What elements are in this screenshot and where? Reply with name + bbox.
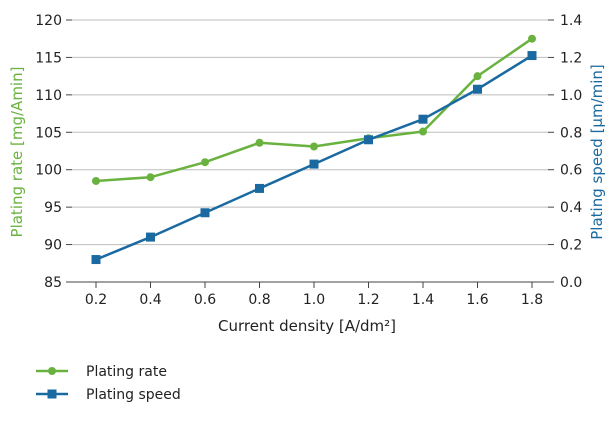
y-left-tick-label: 110 (35, 88, 62, 104)
x-tick-label: 1.2 (357, 292, 379, 308)
y-left-tick-label: 85 (44, 275, 62, 291)
plating-rate-point (310, 142, 318, 151)
plating-speed-point (364, 135, 373, 145)
legend-swatch-marker (47, 389, 57, 399)
y-left-tick-label: 100 (35, 163, 62, 179)
y-left-tick-label: 95 (44, 200, 62, 216)
x-tick-label: 0.4 (139, 292, 161, 308)
plating-speed-point (91, 255, 101, 265)
y-right-tick-label: 0.0 (560, 275, 582, 291)
grid-lines (72, 19, 548, 246)
y-left-tick-label: 105 (35, 125, 62, 141)
legend: Plating rate Plating speed (36, 364, 181, 403)
plating-speed-point (146, 232, 155, 242)
plating-rate-point (473, 72, 482, 81)
y-right-tick-label: 0.8 (560, 125, 582, 141)
plating-rate-point (146, 173, 155, 182)
plating-speed-point (200, 208, 210, 218)
y-left-tick-label: 90 (44, 238, 62, 254)
y-right-tick-label: 1.0 (560, 88, 582, 104)
x-tick-label: 1.4 (412, 292, 434, 308)
x-tick-label: 1.0 (303, 292, 325, 308)
plating-rate-point (528, 34, 536, 43)
legend-label-plating-speed: Plating speed (86, 387, 181, 403)
y-left-tick-label: 120 (35, 13, 62, 29)
legend-label-plating-rate: Plating rate (86, 364, 167, 380)
x-tick-label: 0.8 (248, 292, 270, 308)
y-right-tick-label: 0.6 (560, 163, 582, 179)
x-tick-label: 0.2 (85, 292, 107, 308)
x-axis-title: Current density [A/dm²] (218, 317, 396, 335)
plating-rate-point (201, 158, 209, 167)
plating-speed-point (309, 159, 319, 169)
y-axis-left-title: Plating rate [mg/Amin] (8, 67, 26, 238)
series-group (91, 34, 537, 265)
y-axis-right-title: Plating speed [µm/min] (588, 64, 606, 240)
y-left-tick-label: 115 (35, 50, 62, 66)
y-right-tick-label: 0.2 (560, 238, 582, 254)
plating-speed-point (418, 114, 428, 124)
y-right-tick-label: 1.2 (560, 50, 582, 66)
plating-speed-point (473, 84, 482, 94)
x-tick-label: 1.8 (521, 292, 543, 308)
plating-rate-point (419, 127, 427, 136)
x-tick-label: 0.6 (194, 292, 216, 308)
plating-rate-point (92, 176, 100, 185)
plating-speed-point (527, 51, 537, 61)
y-right-tick-label: 1.4 (560, 13, 582, 29)
axes: 85 90 95 100 105 110 115 120 0.0 0.2 0.4 0.6 0.8 1.0 1… (35, 13, 582, 308)
y-right-tick-label: 0.4 (560, 200, 582, 216)
x-tick-label: 1.6 (466, 292, 488, 308)
legend-swatch-marker (48, 367, 56, 375)
plating-speed-point (255, 183, 264, 193)
plating-rate-point (255, 138, 264, 147)
